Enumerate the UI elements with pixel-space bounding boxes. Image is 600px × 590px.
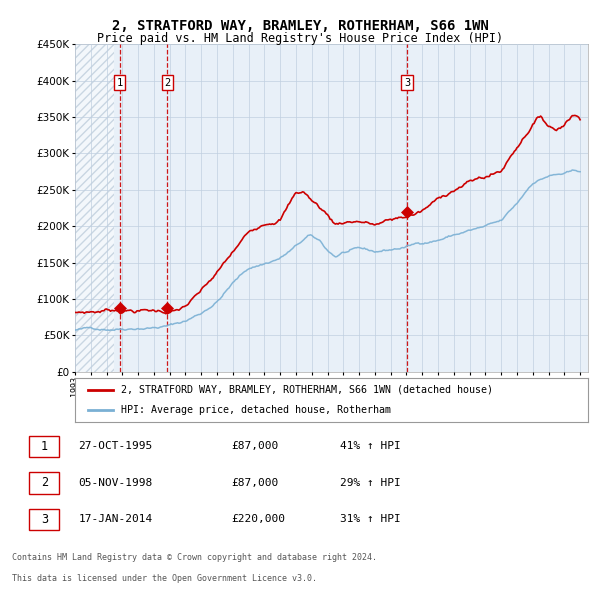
Text: 2: 2 — [164, 78, 170, 88]
FancyBboxPatch shape — [29, 472, 59, 494]
Text: Price paid vs. HM Land Registry's House Price Index (HPI): Price paid vs. HM Land Registry's House … — [97, 32, 503, 45]
Text: 3: 3 — [404, 78, 410, 88]
Text: 2: 2 — [41, 476, 48, 490]
Text: 05-NOV-1998: 05-NOV-1998 — [78, 478, 152, 488]
Text: 17-JAN-2014: 17-JAN-2014 — [78, 514, 152, 525]
Text: This data is licensed under the Open Government Licence v3.0.: This data is licensed under the Open Gov… — [12, 574, 317, 583]
Text: £87,000: £87,000 — [231, 441, 278, 451]
Text: 29% ↑ HPI: 29% ↑ HPI — [340, 478, 401, 488]
Text: 3: 3 — [41, 513, 48, 526]
Text: 41% ↑ HPI: 41% ↑ HPI — [340, 441, 401, 451]
Bar — [75, 44, 115, 372]
Text: 1: 1 — [41, 440, 48, 453]
Text: 1: 1 — [116, 78, 122, 88]
Text: 31% ↑ HPI: 31% ↑ HPI — [340, 514, 401, 525]
Text: 2, STRATFORD WAY, BRAMLEY, ROTHERHAM, S66 1WN (detached house): 2, STRATFORD WAY, BRAMLEY, ROTHERHAM, S6… — [121, 385, 493, 395]
Text: Contains HM Land Registry data © Crown copyright and database right 2024.: Contains HM Land Registry data © Crown c… — [12, 553, 377, 562]
Text: £220,000: £220,000 — [231, 514, 285, 525]
FancyBboxPatch shape — [29, 509, 59, 530]
Text: £87,000: £87,000 — [231, 478, 278, 488]
Bar — [75, 44, 115, 372]
Text: 27-OCT-1995: 27-OCT-1995 — [78, 441, 152, 451]
Text: HPI: Average price, detached house, Rotherham: HPI: Average price, detached house, Roth… — [121, 405, 391, 415]
Text: 2, STRATFORD WAY, BRAMLEY, ROTHERHAM, S66 1WN: 2, STRATFORD WAY, BRAMLEY, ROTHERHAM, S6… — [112, 19, 488, 33]
FancyBboxPatch shape — [29, 435, 59, 457]
